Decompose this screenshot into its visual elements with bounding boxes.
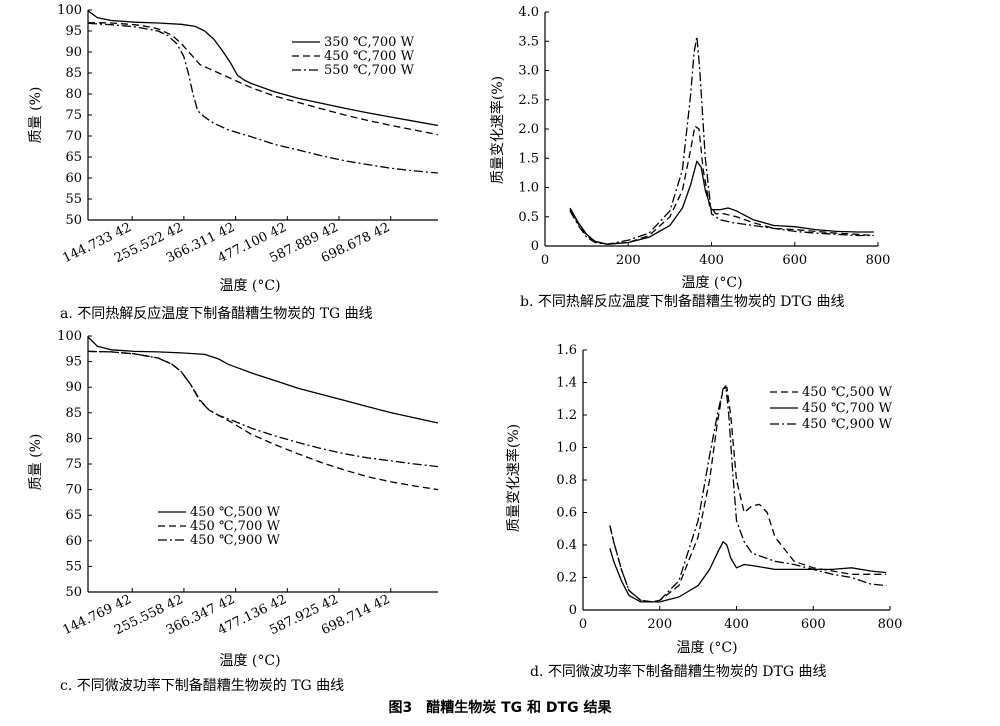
- chart-d: 0 0.2 0.4 0.6 0.8 1.0 1.2 1.4 1.6 0 200 400 600 800 温度…: [505, 343, 902, 680]
- chart-caption: c. 不同微波功率下制备醋糟生物炭的 TG 曲线: [60, 677, 344, 694]
- y-axis-label: 质量变化速率(%): [489, 76, 506, 184]
- x-tick-label: 200: [616, 253, 641, 268]
- y-tick-label: 0.4: [556, 538, 577, 553]
- y-tick-label: 60: [65, 534, 82, 549]
- y-tick-label: 75: [65, 457, 82, 472]
- series-line-1: [609, 386, 887, 603]
- y-tick-label: 90: [65, 380, 82, 395]
- series-line-3: [569, 35, 874, 245]
- x-tick-label: 600: [801, 617, 826, 632]
- y-axis-label: 质量变化速率(%): [505, 424, 522, 532]
- chart-b: 0 0.5 1.0 1.5 2.0 2.5 3.0 3.5 4.0 0 200 400 600 800 温度…: [489, 5, 890, 310]
- legend-label: 450 ℃,700 W: [802, 401, 893, 416]
- x-axis-label: 温度 (°C): [681, 275, 742, 291]
- legend-label: 550 ℃,700 W: [324, 63, 415, 78]
- chart-caption: d. 不同微波功率下制备醋糟生物炭的 DTG 曲线: [530, 663, 827, 680]
- y-tick-label: 55: [65, 559, 82, 574]
- y-tick-label: 2.0: [518, 122, 539, 137]
- series-line-2: [569, 125, 874, 245]
- legend-label: 450 ℃,500 W: [802, 385, 893, 400]
- y-tick-label: 0.6: [556, 506, 577, 521]
- series-line-2: [609, 541, 887, 603]
- y-tick-label: 65: [65, 508, 82, 523]
- y-tick-label: 80: [65, 87, 82, 102]
- figure-caption: 图3 醋糟生物炭 TG 和 DTG 结果: [389, 699, 613, 716]
- legend-label: 350 ℃,700 W: [324, 35, 415, 50]
- y-tick-label: 4.0: [518, 5, 539, 20]
- series-line-3: [87, 22, 439, 174]
- y-tick-label: 100: [57, 329, 82, 344]
- x-axis-label: 温度 (°C): [219, 653, 280, 669]
- y-tick-label: 1.0: [556, 441, 577, 456]
- legend-label: 450 ℃,900 W: [802, 417, 893, 432]
- series-line-1: [87, 336, 439, 424]
- legend-label: 450 ℃,700 W: [190, 519, 281, 534]
- y-tick-label: 0: [531, 239, 539, 254]
- x-tick-label: 0: [541, 253, 549, 268]
- x-tick-label: 800: [878, 617, 903, 632]
- legend-label: 450 ℃,700 W: [324, 49, 415, 64]
- y-axis-label: 质量 (%): [28, 87, 44, 144]
- x-axis-label: 温度 (°C): [219, 278, 280, 294]
- y-tick-label: 85: [65, 406, 82, 421]
- chart-caption: b. 不同热解反应温度下制备醋糟生物炭的 DTG 曲线: [520, 293, 845, 310]
- y-tick-label: 60: [65, 171, 82, 186]
- series-line-2: [87, 21, 439, 136]
- y-tick-label: 95: [65, 355, 82, 370]
- y-tick-label: 1.2: [556, 408, 577, 423]
- y-tick-label: 0.8: [556, 473, 577, 488]
- chart-caption: a. 不同热解反应温度下制备醋糟生物炭的 TG 曲线: [60, 305, 373, 322]
- series-line-1: [569, 160, 874, 245]
- series-line-2: [87, 350, 439, 491]
- y-tick-label: 1.4: [556, 376, 577, 391]
- y-tick-label: 1.6: [556, 343, 577, 358]
- y-tick-label: 70: [65, 129, 82, 144]
- y-tick-label: 0.2: [556, 571, 577, 586]
- y-tick-label: 85: [65, 66, 82, 81]
- x-tick-label: 0: [579, 617, 587, 632]
- y-tick-label: 80: [65, 431, 82, 446]
- y-tick-label: 70: [65, 483, 82, 498]
- y-tick-label: 3.5: [518, 34, 539, 49]
- y-tick-label: 50: [65, 585, 82, 600]
- y-tick-label: 0: [569, 603, 577, 618]
- y-tick-label: 3.0: [518, 64, 539, 79]
- x-tick-label: 400: [724, 617, 749, 632]
- y-tick-label: 95: [65, 24, 82, 39]
- x-tick-label: 400: [699, 253, 724, 268]
- y-tick-label: 100: [57, 3, 82, 18]
- y-tick-label: 2.5: [518, 93, 539, 108]
- x-tick-label: 800: [866, 253, 891, 268]
- y-tick-label: 75: [65, 108, 82, 123]
- y-tick-label: 1.5: [518, 151, 539, 166]
- x-axis-label: 温度 (°C): [676, 640, 737, 656]
- x-tick-label: 600: [782, 253, 807, 268]
- y-tick-label: 65: [65, 150, 82, 165]
- y-tick-label: 90: [65, 45, 82, 60]
- series-line-3: [609, 385, 887, 603]
- legend-label: 450 ℃,500 W: [190, 505, 281, 520]
- x-tick-label: 200: [647, 617, 672, 632]
- series-line-3: [87, 350, 439, 468]
- y-axis-label: 质量 (%): [28, 434, 44, 491]
- y-tick-label: 55: [65, 192, 82, 207]
- legend-label: 450 ℃,900 W: [190, 533, 281, 548]
- y-tick-label: 50: [65, 213, 82, 228]
- y-tick-label: 1.0: [518, 181, 539, 196]
- series-line-1: [87, 10, 439, 127]
- y-tick-label: 0.5: [518, 210, 539, 225]
